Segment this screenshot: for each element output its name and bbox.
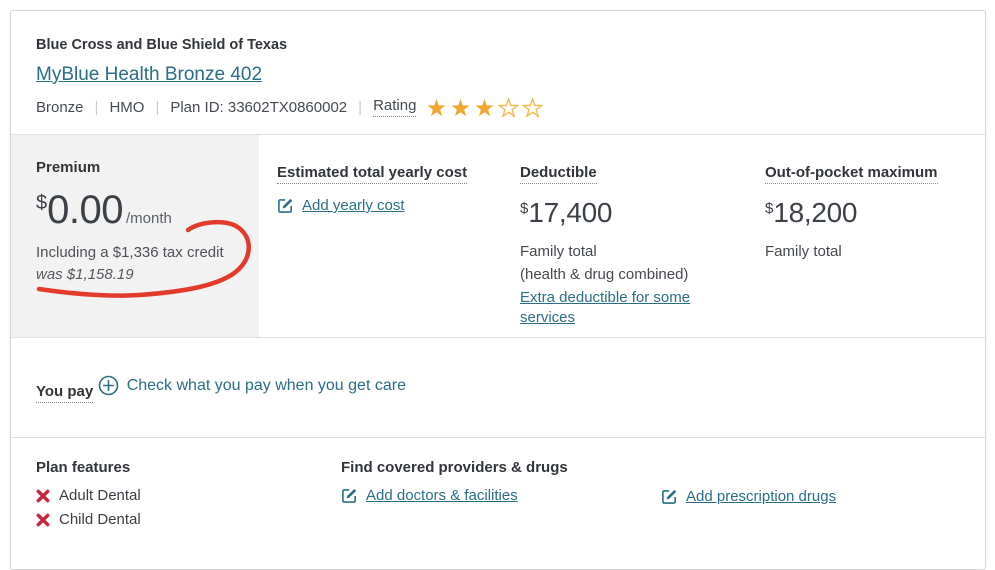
yearly-cost-term[interactable]: Estimated total yearly cost [277, 164, 468, 184]
not-covered-x-icon [36, 489, 50, 503]
check-what-you-pay-label: Check what you pay when you get care [126, 376, 406, 394]
premium-title: Premium [36, 159, 101, 176]
star-empty-icon [522, 98, 544, 118]
metal-level: Bronze [36, 98, 84, 116]
you-pay-section: You pay Check what you pay when you get … [11, 338, 985, 438]
issuer-name: Blue Cross and Blue Shield of Texas [36, 37, 288, 53]
premium-panel: Premium $0.00/month Including a $1,336 t… [11, 135, 259, 337]
deductible-family-total: Family total [520, 243, 597, 260]
add-drugs-button[interactable]: Add prescription drugs [661, 488, 836, 505]
oop-max-amount: $18,200 [765, 197, 858, 228]
star-filled-icon [451, 98, 470, 117]
previous-price-note: was $1,158.19 [36, 266, 134, 283]
star-empty-icon [498, 98, 520, 118]
plan-meta-row: Bronze | HMO | Plan ID: 33602TX0860002 |… [36, 97, 960, 118]
oop-max-panel: Out-of-pocket maximum $18,200 Family tot… [757, 135, 985, 337]
add-doctors-label: Add doctors & facilities [366, 487, 518, 504]
oop-max-term[interactable]: Out-of-pocket maximum [765, 164, 938, 184]
meta-separator: | [358, 98, 363, 116]
covered-providers-panel: Find covered providers & drugs Add docto… [341, 459, 661, 535]
deductible-term[interactable]: Deductible [520, 164, 597, 184]
deductible-panel: Deductible $17,400 Family total (health … [512, 135, 757, 337]
extra-deductible-link[interactable]: Extra deductible for some services [520, 289, 691, 327]
star-rating [426, 98, 544, 118]
plan-details-row: Plan features Adult Dental Child Dental … [11, 438, 985, 535]
meta-separator: | [94, 98, 99, 116]
edit-icon [277, 197, 294, 214]
currency-sign: $ [765, 200, 774, 217]
star-filled-icon [427, 98, 446, 117]
plan-name-link[interactable]: MyBlue Health Bronze 402 [36, 64, 263, 85]
plan-features-title: Plan features [36, 459, 131, 476]
currency-sign: $ [520, 200, 529, 217]
yearly-cost-panel: Estimated total yearly cost Add yearly c… [259, 135, 512, 337]
you-pay-term[interactable]: You pay [36, 383, 94, 403]
feature-item-adult-dental: Adult Dental [36, 487, 341, 504]
rating-term[interactable]: Rating [373, 97, 417, 117]
add-yearly-cost-button[interactable]: Add yearly cost [277, 197, 405, 214]
premium-amount: $0.00/month [36, 188, 172, 232]
premium-period: /month [125, 210, 172, 227]
currency-sign: $ [36, 192, 48, 214]
deductible-amount: $17,400 [520, 197, 613, 228]
not-covered-x-icon [36, 513, 50, 527]
find-providers-title: Find covered providers & drugs [341, 459, 568, 476]
plan-features-panel: Plan features Adult Dental Child Dental [36, 459, 341, 535]
plan-id: Plan ID: 33602TX0860002 [170, 98, 348, 116]
oop-family-total: Family total [765, 243, 842, 260]
deductible-combined-note: (health & drug combined) [520, 266, 689, 283]
add-yearly-cost-label: Add yearly cost [302, 197, 405, 214]
star-filled-icon [475, 98, 494, 117]
plan-type: HMO [109, 98, 145, 116]
feature-label: Adult Dental [59, 487, 141, 504]
prescription-drugs-panel: Add prescription drugs [661, 459, 960, 535]
check-what-you-pay-button[interactable]: Check what you pay when you get care [98, 375, 406, 396]
plan-card: Blue Cross and Blue Shield of Texas MyBl… [10, 10, 986, 570]
circle-plus-icon [98, 375, 119, 396]
add-drugs-label: Add prescription drugs [686, 488, 837, 505]
cost-summary-row: Premium $0.00/month Including a $1,336 t… [11, 135, 985, 338]
feature-item-child-dental: Child Dental [36, 511, 341, 528]
edit-icon [341, 487, 358, 504]
edit-icon [661, 488, 678, 505]
plan-header: Blue Cross and Blue Shield of Texas MyBl… [11, 11, 985, 135]
feature-label: Child Dental [59, 511, 141, 528]
meta-separator: | [155, 98, 160, 116]
add-doctors-button[interactable]: Add doctors & facilities [341, 487, 518, 504]
tax-credit-note: Including a $1,336 tax credit [36, 244, 224, 261]
